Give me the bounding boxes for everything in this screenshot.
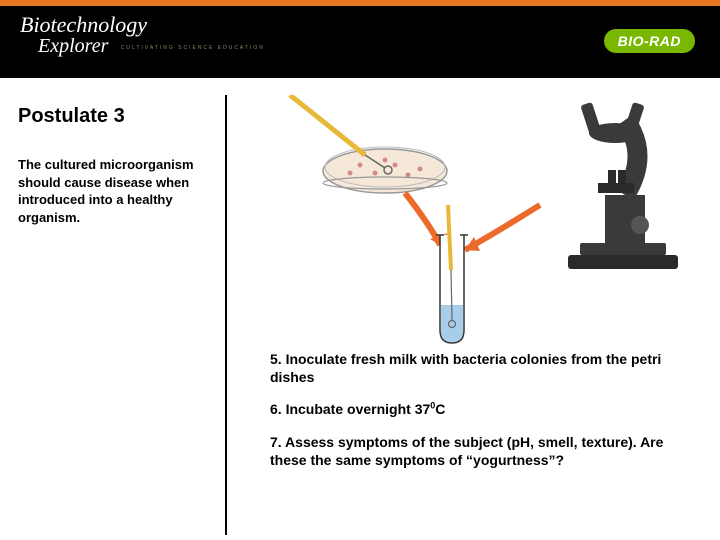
- right-column: 5. Inoculate fresh milk with bacteria co…: [230, 95, 710, 540]
- left-column: Postulate 3 The cultured microorganism s…: [0, 95, 225, 540]
- vertical-divider: [225, 95, 227, 535]
- content-area: Postulate 3 The cultured microorganism s…: [0, 95, 720, 540]
- logo-biorad: BIO-RAD: [604, 33, 695, 51]
- step-6-pre: 6. Incubate overnight 37: [270, 401, 430, 417]
- step-6: 6. Incubate overnight 370C: [270, 400, 690, 418]
- arrow-scope-to-tube-icon: [465, 205, 540, 251]
- logo-line1: Biotechnology: [20, 14, 265, 36]
- header: Biotechnology Explorer CULTIVATING SCIEN…: [0, 0, 720, 85]
- postulate-title: Postulate 3: [18, 105, 215, 128]
- header-black-bar: Biotechnology Explorer CULTIVATING SCIEN…: [0, 6, 720, 78]
- step-7: 7. Assess symptoms of the subject (pH, s…: [270, 433, 690, 469]
- logo-line2: Explorer: [38, 35, 108, 57]
- postulate-body: The cultured microorganism should cause …: [18, 156, 215, 226]
- step-6-post: C: [435, 401, 445, 417]
- brand-pill: BIO-RAD: [604, 29, 695, 53]
- diagram: [230, 95, 710, 335]
- petri-dish-icon: [323, 147, 447, 193]
- steps-list: 5. Inoculate fresh milk with bacteria co…: [270, 350, 690, 483]
- logo-biotech-explorer: Biotechnology Explorer CULTIVATING SCIEN…: [20, 14, 265, 57]
- diagram-svg: [230, 95, 710, 345]
- logo-tagline: CULTIVATING SCIENCE EDUCATION: [121, 45, 265, 51]
- microscope-icon: [568, 102, 678, 269]
- step-5: 5. Inoculate fresh milk with bacteria co…: [270, 350, 690, 386]
